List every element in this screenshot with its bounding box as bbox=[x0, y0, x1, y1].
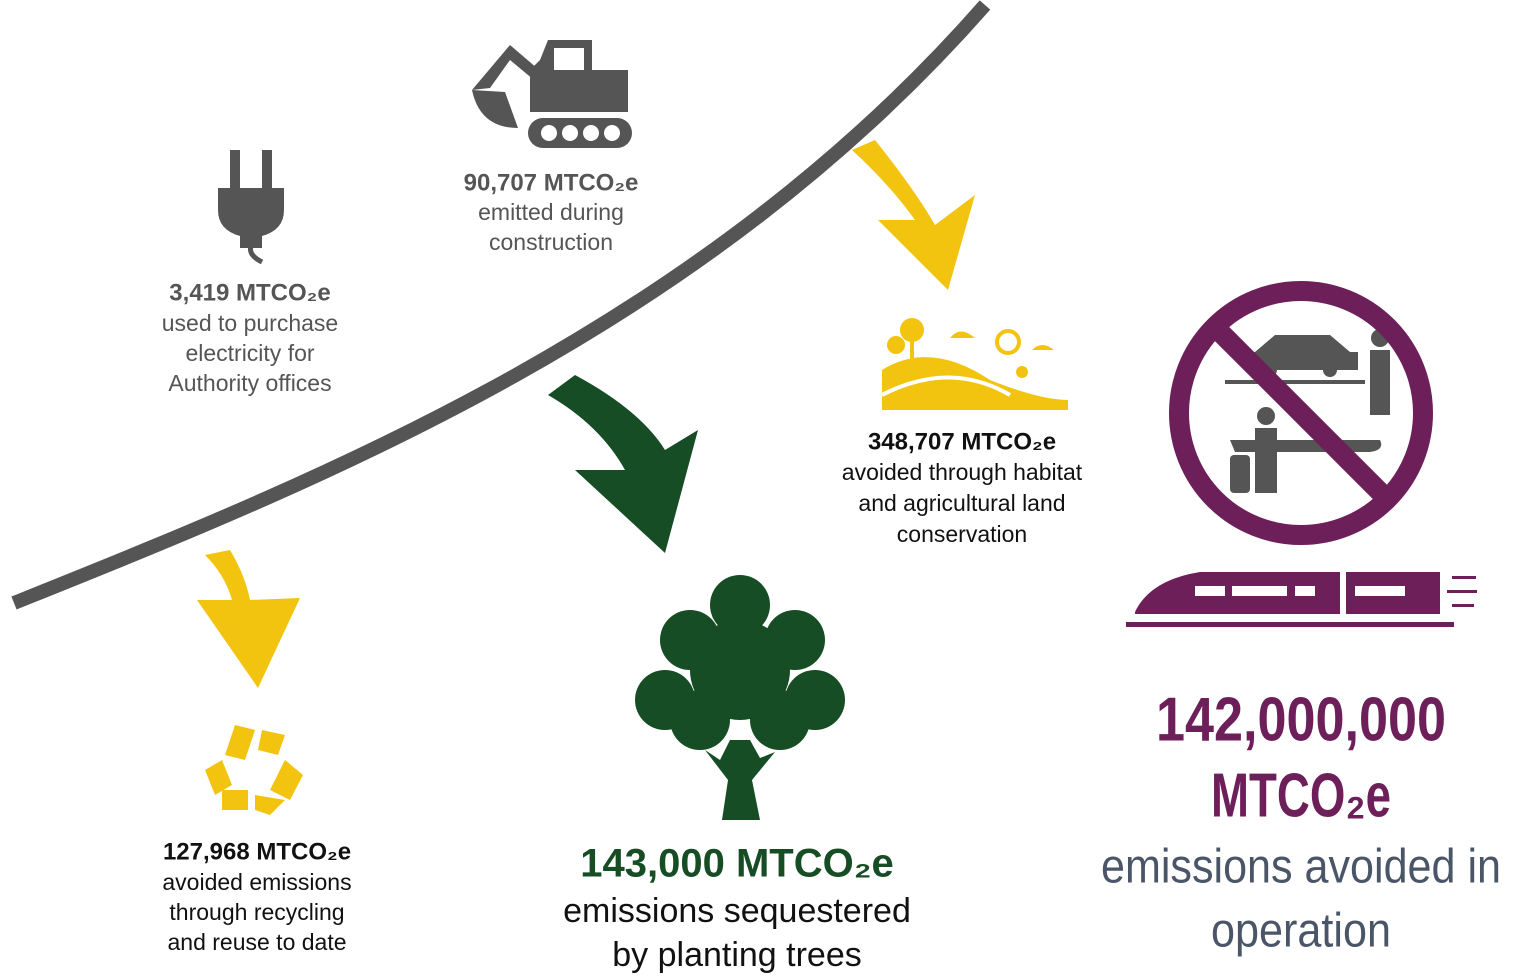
item-value: MTCO₂e bbox=[1211, 761, 1391, 830]
excavator-icon bbox=[472, 40, 632, 148]
item-description: operation bbox=[1211, 905, 1391, 958]
item-value: 127,968 MTCO₂e bbox=[163, 838, 351, 865]
infographic: 3,419 MTCO₂e used to purchase electricit… bbox=[0, 0, 1526, 978]
item-description: and agricultural land bbox=[858, 490, 1065, 516]
no-travel-icon bbox=[1179, 291, 1423, 535]
item-description: avoided emissions bbox=[162, 869, 351, 895]
item-description: through recycling bbox=[169, 899, 344, 925]
item-description: emissions avoided in bbox=[1101, 841, 1501, 894]
tree-icon bbox=[635, 575, 845, 820]
arrow bbox=[548, 375, 698, 553]
plug-icon bbox=[218, 150, 284, 262]
item-description: construction bbox=[489, 229, 613, 255]
item-description: avoided through habitat bbox=[842, 459, 1083, 485]
item-description: Authority offices bbox=[168, 370, 331, 396]
item-value: 348,707 MTCO₂e bbox=[868, 428, 1056, 455]
item-value: 142,000,000 bbox=[1156, 685, 1446, 754]
landscape-icon bbox=[882, 318, 1068, 410]
item-value: 143,000 MTCO₂e bbox=[580, 842, 893, 886]
item-description: emitted during bbox=[478, 199, 624, 225]
item-description: conservation bbox=[897, 521, 1027, 547]
item-value: 3,419 MTCO₂e bbox=[169, 279, 330, 306]
arrow bbox=[852, 140, 975, 290]
item-description: used to purchase bbox=[162, 310, 338, 336]
train-icon bbox=[1126, 572, 1477, 627]
arrow bbox=[197, 550, 300, 688]
item-description: by planting trees bbox=[612, 936, 862, 974]
item-value: 90,707 MTCO₂e bbox=[464, 169, 639, 196]
item-description: and reuse to date bbox=[167, 929, 346, 955]
recycle-icon bbox=[205, 725, 303, 815]
item-description: electricity for bbox=[185, 340, 314, 366]
item-description: emissions sequestered bbox=[563, 892, 911, 930]
